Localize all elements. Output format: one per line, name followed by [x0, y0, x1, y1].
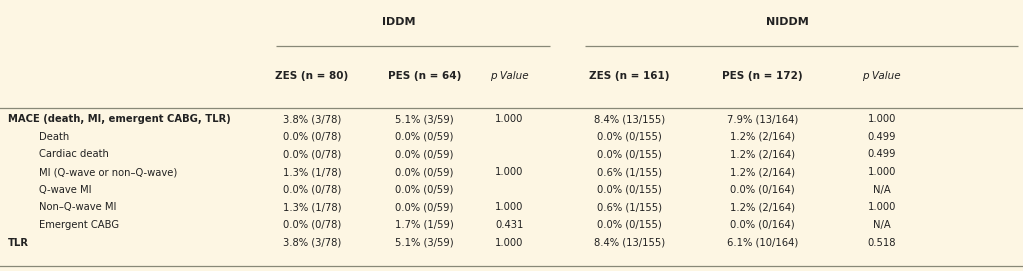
Text: Death: Death [39, 132, 70, 142]
Text: PES (n = 172): PES (n = 172) [722, 71, 802, 81]
Text: 1.000: 1.000 [495, 238, 524, 247]
Text: NIDDM: NIDDM [766, 17, 809, 27]
Text: Emergent CABG: Emergent CABG [39, 220, 119, 230]
Text: 1.2% (2/164): 1.2% (2/164) [729, 132, 795, 142]
Text: 0.499: 0.499 [868, 132, 896, 142]
Text: 0.0% (0/78): 0.0% (0/78) [283, 150, 341, 159]
Text: Cardiac death: Cardiac death [39, 150, 108, 159]
Text: 0.0% (0/59): 0.0% (0/59) [395, 167, 454, 177]
Text: MI (Q-wave or non–Q-wave): MI (Q-wave or non–Q-wave) [39, 167, 177, 177]
Text: Non–Q-wave MI: Non–Q-wave MI [39, 202, 117, 212]
Text: PES (n = 64): PES (n = 64) [388, 71, 461, 81]
Text: TLR: TLR [8, 238, 30, 247]
Text: ZES (n = 161): ZES (n = 161) [589, 71, 669, 81]
Text: 0.518: 0.518 [868, 238, 896, 247]
Text: 8.4% (13/155): 8.4% (13/155) [593, 238, 665, 247]
Text: 0.0% (0/164): 0.0% (0/164) [729, 220, 795, 230]
Text: 0.0% (0/78): 0.0% (0/78) [283, 185, 341, 195]
Text: 6.1% (10/164): 6.1% (10/164) [726, 238, 798, 247]
Text: N/A: N/A [873, 220, 891, 230]
Text: 7.9% (13/164): 7.9% (13/164) [726, 114, 798, 124]
Text: 5.1% (3/59): 5.1% (3/59) [395, 114, 454, 124]
Text: 1.2% (2/164): 1.2% (2/164) [729, 167, 795, 177]
Text: IDDM: IDDM [383, 17, 415, 27]
Text: 0.6% (1/155): 0.6% (1/155) [596, 167, 662, 177]
Text: 1.000: 1.000 [495, 202, 524, 212]
Text: 0.0% (0/155): 0.0% (0/155) [596, 185, 662, 195]
Text: 0.0% (0/59): 0.0% (0/59) [395, 132, 454, 142]
Text: 1.2% (2/164): 1.2% (2/164) [729, 202, 795, 212]
Text: 0.0% (0/164): 0.0% (0/164) [729, 185, 795, 195]
Text: 1.000: 1.000 [868, 114, 896, 124]
Text: N/A: N/A [873, 185, 891, 195]
Text: 0.499: 0.499 [868, 150, 896, 159]
Text: 1.7% (1/59): 1.7% (1/59) [395, 220, 454, 230]
Text: 1.3% (1/78): 1.3% (1/78) [282, 167, 342, 177]
Text: 0.0% (0/59): 0.0% (0/59) [395, 185, 454, 195]
Text: 5.1% (3/59): 5.1% (3/59) [395, 238, 454, 247]
Text: 0.0% (0/78): 0.0% (0/78) [283, 220, 341, 230]
Text: 0.431: 0.431 [495, 220, 524, 230]
Text: 3.8% (3/78): 3.8% (3/78) [283, 114, 341, 124]
Text: 0.6% (1/155): 0.6% (1/155) [596, 202, 662, 212]
Text: 0.0% (0/155): 0.0% (0/155) [596, 150, 662, 159]
Text: 8.4% (13/155): 8.4% (13/155) [593, 114, 665, 124]
Text: 3.8% (3/78): 3.8% (3/78) [283, 238, 341, 247]
Text: p Value: p Value [490, 71, 529, 81]
Text: 1.2% (2/164): 1.2% (2/164) [729, 150, 795, 159]
Text: Q-wave MI: Q-wave MI [39, 185, 91, 195]
Text: 0.0% (0/155): 0.0% (0/155) [596, 220, 662, 230]
Text: 1.000: 1.000 [495, 167, 524, 177]
Text: 0.0% (0/59): 0.0% (0/59) [395, 150, 454, 159]
Text: 0.0% (0/78): 0.0% (0/78) [283, 132, 341, 142]
Text: 1.000: 1.000 [868, 167, 896, 177]
Text: 1.000: 1.000 [495, 114, 524, 124]
Text: ZES (n = 80): ZES (n = 80) [275, 71, 349, 81]
Text: MACE (death, MI, emergent CABG, TLR): MACE (death, MI, emergent CABG, TLR) [8, 114, 231, 124]
Text: 1.000: 1.000 [868, 202, 896, 212]
Text: p Value: p Value [862, 71, 901, 81]
Text: 0.0% (0/155): 0.0% (0/155) [596, 132, 662, 142]
Text: 0.0% (0/59): 0.0% (0/59) [395, 202, 454, 212]
Text: 1.3% (1/78): 1.3% (1/78) [282, 202, 342, 212]
